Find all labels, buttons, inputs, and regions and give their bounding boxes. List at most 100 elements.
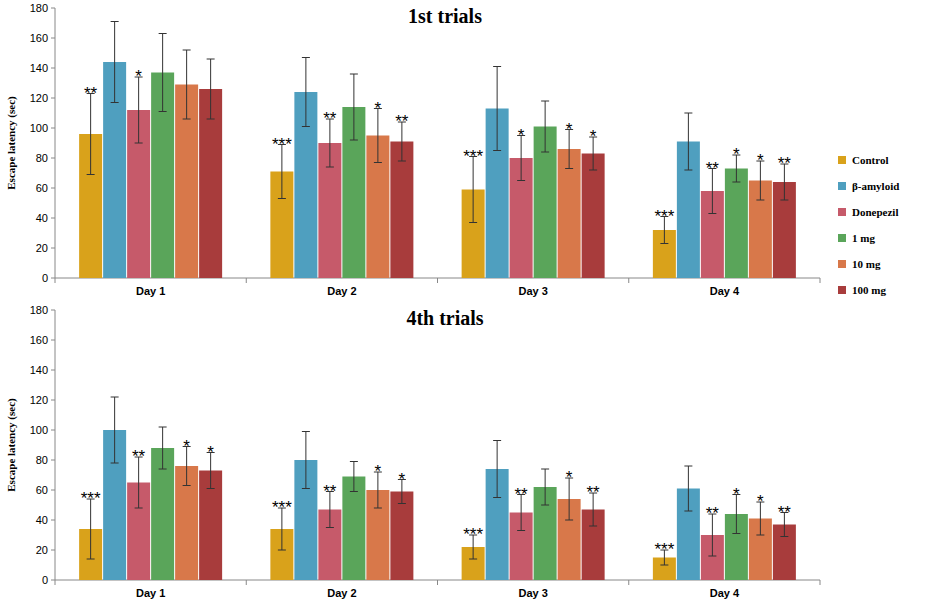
error-cap (183, 485, 191, 486)
error-cap (111, 21, 119, 22)
error-cap (780, 200, 788, 201)
legend-label: β-amyloid (852, 180, 899, 192)
error-bar (302, 432, 310, 489)
x-tick (437, 580, 438, 585)
error-bar (541, 469, 549, 505)
error-cap (302, 126, 310, 127)
significance: ** (395, 112, 409, 131)
significance: * (183, 437, 190, 456)
legend-swatch (838, 208, 846, 216)
error-cap (398, 161, 406, 162)
y-tick (51, 370, 55, 371)
legend-label: Control (852, 154, 888, 166)
significance: * (207, 443, 214, 462)
error-line (162, 427, 163, 469)
significance: * (733, 145, 740, 164)
error-cap (708, 556, 716, 557)
y-tick (51, 98, 55, 99)
significance: * (135, 67, 142, 86)
error-cap (756, 535, 764, 536)
y-tick-label: 100 (30, 424, 48, 436)
title: 1st trials (408, 5, 482, 27)
error-cap (565, 168, 573, 169)
error-bar (541, 101, 549, 152)
labels: ******************************* (81, 437, 792, 560)
error-cap (87, 174, 95, 175)
error-cap (469, 222, 477, 223)
error-cap (660, 243, 668, 244)
legend-swatch (838, 156, 846, 164)
chart: 1st trialsEscape latency (sec)0204060801… (5, 2, 820, 297)
y-tick (51, 128, 55, 129)
error-line (305, 432, 306, 489)
legend: Controlβ-amyloidDonepezil1 mg10 mg100 mg (838, 154, 899, 296)
marks (79, 397, 796, 580)
x-tick (55, 278, 56, 283)
x-tick-label: Day 3 (518, 285, 547, 297)
y-tick (51, 490, 55, 491)
y-tick-label: 0 (42, 574, 48, 586)
x-tick-label: Day 4 (710, 285, 740, 297)
error-line (305, 58, 306, 127)
error-bar (350, 462, 358, 492)
significance: ** (587, 483, 601, 502)
y-tick-label: 80 (36, 454, 48, 466)
bar (558, 149, 581, 278)
error-cap (732, 182, 740, 183)
error-cap (398, 503, 406, 504)
y-tick (51, 430, 55, 431)
significance: ** (778, 503, 792, 522)
error-bar (135, 77, 143, 143)
error-cap (207, 488, 215, 489)
y-tick-label: 40 (36, 212, 48, 224)
error-bar (684, 113, 692, 170)
error-cap (111, 102, 119, 103)
labels: ************************** (84, 67, 791, 226)
significance: * (566, 468, 573, 487)
error-cap (278, 550, 286, 551)
error-cap (159, 469, 167, 470)
error-cap (469, 559, 477, 560)
error-cap (493, 66, 501, 67)
x-tick (246, 580, 247, 585)
error-cap (278, 198, 286, 199)
chart: 4th trialsEscape latency (sec)0204060801… (5, 304, 820, 599)
x-tick (437, 278, 438, 283)
y-tick-label: 120 (30, 394, 48, 406)
error-cap (111, 397, 119, 398)
significance: ** (706, 159, 720, 178)
x-tick (55, 580, 56, 585)
y-tick (51, 400, 55, 401)
legend-label: 10 mg (852, 258, 881, 270)
error-bar (469, 157, 477, 223)
y-tick (51, 248, 55, 249)
y-tick-label: 180 (30, 304, 48, 316)
significance: *** (272, 498, 292, 517)
significance: *** (272, 135, 292, 154)
error-bar (87, 499, 95, 559)
x-tick (820, 580, 821, 585)
significance: *** (81, 489, 101, 508)
error-cap (87, 559, 95, 560)
error-cap (684, 511, 692, 512)
error-cap (350, 491, 358, 492)
significance: ** (84, 84, 98, 103)
y-tick-label: 160 (30, 32, 48, 44)
y-tick (51, 580, 55, 581)
significance: ** (706, 504, 720, 523)
error-cap (589, 526, 597, 527)
error-line (186, 50, 187, 119)
legend-label: 1 mg (852, 232, 875, 244)
significance: ** (323, 109, 337, 128)
x-tick (628, 580, 629, 585)
significance: ** (515, 485, 529, 504)
error-line (114, 22, 115, 103)
error-cap (493, 440, 501, 441)
error-cap (159, 33, 167, 34)
error-cap (350, 74, 358, 75)
x-tick-label: Day 1 (136, 285, 165, 297)
error-line (353, 74, 354, 140)
significance: * (757, 492, 764, 511)
y-tick (51, 8, 55, 9)
significance: * (518, 126, 525, 145)
